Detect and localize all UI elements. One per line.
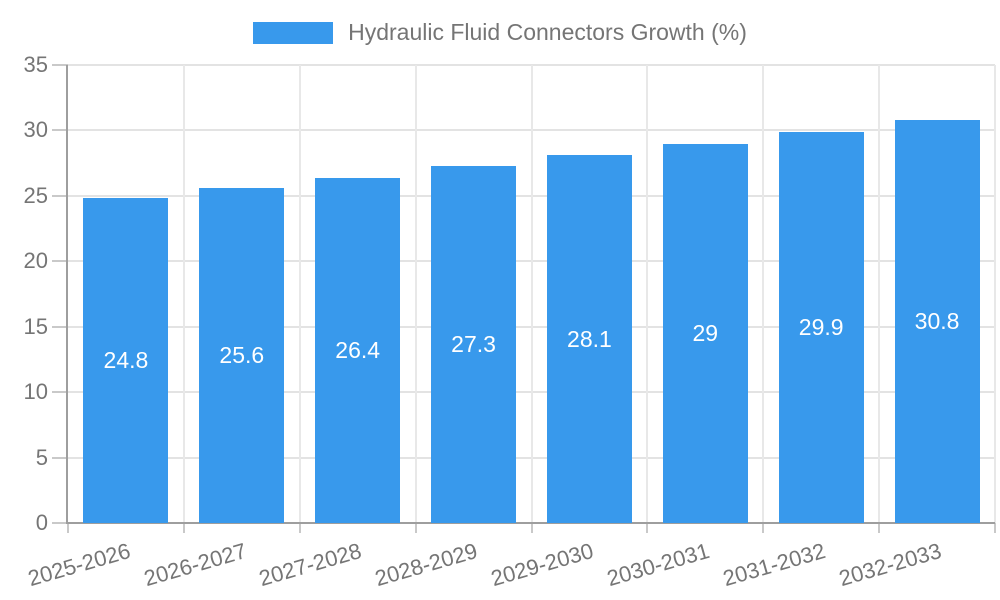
x-axis-tick-label: 2031-2032 [720,538,829,592]
bar: 26.4 [315,177,401,523]
y-axis-tick-label: 35 [23,52,48,77]
legend-label: Hydraulic Fluid Connectors Growth (%) [348,19,747,45]
y-tick [52,325,68,328]
gridline-vertical [182,65,185,523]
x-axis-tick-label: 2029-2030 [488,538,597,592]
y-tick [52,194,68,197]
x-tick [414,523,417,533]
gridline-vertical [414,65,417,523]
bar-value-label: 25.6 [219,341,265,368]
bar-value-label: 29 [692,319,719,346]
x-tick [646,523,649,533]
x-axis-tick-label: 2032-2033 [835,538,944,592]
y-tick [52,522,68,524]
bar-value-label: 28.1 [567,325,612,352]
bar: 29 [662,143,748,523]
x-axis-tick-label: 2030-2031 [604,538,713,592]
x-tick [298,523,301,533]
y-axis-line [66,65,68,523]
y-axis-tick-label: 15 [23,313,48,339]
x-tick [762,523,765,533]
bar-value-label: 30.8 [914,307,960,334]
legend-swatch [253,21,334,44]
x-axis-tick-label: 2028-2029 [372,538,481,592]
bar-value-label: 26.4 [335,336,381,363]
y-tick [52,129,68,132]
bar: 27.3 [431,165,517,523]
gridline-vertical [994,65,996,523]
y-axis-tick-label: 20 [23,248,48,274]
x-tick [530,523,533,533]
y-axis-tick-label: 10 [23,379,48,405]
bar: 24.8 [83,198,169,523]
bar: 30.8 [894,119,980,523]
x-axis-tick-label: 2026-2027 [140,538,249,592]
y-tick [52,260,68,263]
y-axis-tick-label: 5 [35,444,48,470]
y-tick [52,456,68,459]
gridline-vertical [878,65,881,523]
bar: 29.9 [778,131,864,523]
x-tick [182,523,185,533]
y-axis-tick-label: 30 [23,117,48,143]
x-axis-tick-label: 2027-2028 [256,538,365,592]
gridline-vertical [762,65,765,523]
bar-value-label: 27.3 [451,330,496,357]
x-axis-tick-label: 2025-2026 [24,538,133,592]
y-axis-tick-label: 0 [35,510,48,535]
chart-legend[interactable]: Hydraulic Fluid Connectors Growth (%) [0,19,1000,46]
bar-value-label: 24.8 [103,347,149,374]
bar: 25.6 [199,188,285,523]
x-axis-line [66,522,995,524]
x-tick [878,523,881,533]
gridline-vertical [298,65,301,523]
bar-value-label: 29.9 [798,313,844,340]
y-tick [52,391,68,394]
gridline-vertical [646,65,649,523]
x-tick [67,523,69,533]
gridline-vertical [530,65,533,523]
x-tick [994,523,996,533]
bar: 28.1 [546,155,632,523]
y-axis-tick-label: 25 [23,182,48,208]
y-tick [52,64,68,66]
